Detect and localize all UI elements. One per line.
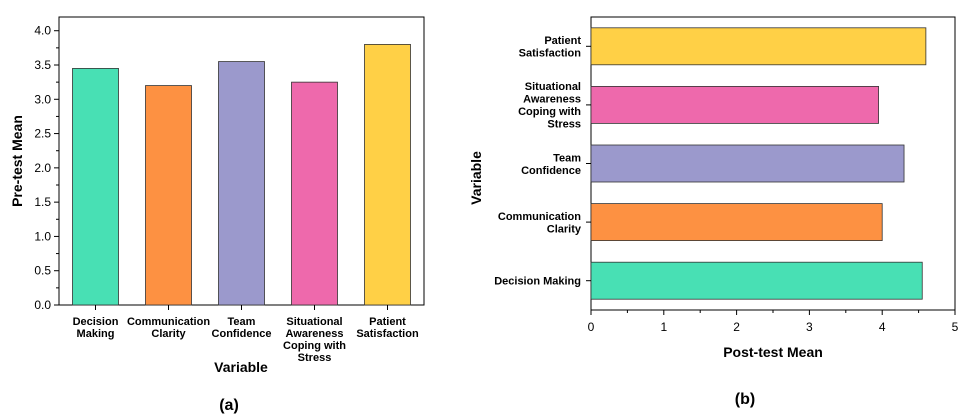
chart-b-bar: [590, 261, 923, 300]
chart-a-bar: [364, 44, 411, 306]
chart-a-y-tick-label: 4.0: [34, 24, 51, 38]
chart-a-y-axis-title: Pre-test Mean: [9, 115, 25, 207]
chart-b-y-tick-label: Clarity: [547, 223, 582, 235]
chart-a-x-tick-label: Satisfaction: [356, 328, 419, 340]
chart-b-y-axis: Decision MakingCommunicationClarityTeamC…: [494, 35, 591, 288]
chart-b-x-tick-label: 5: [952, 320, 959, 334]
chart-b-y-tick-label: Communication: [498, 211, 581, 223]
chart-b-y-tick-label: Decision Making: [494, 276, 581, 288]
chart-a-bar: [72, 68, 119, 306]
chart-a-y-tick-label: 2.5: [34, 127, 51, 141]
chart-b-bar: [590, 27, 927, 66]
chart-a-panel-label: (a): [219, 397, 239, 414]
chart-a-bar: [291, 81, 338, 306]
chart-b-x-tick-label: 1: [660, 320, 667, 334]
chart-b-y-tick-label: Situational: [525, 81, 581, 93]
chart-b-bars: [590, 27, 927, 300]
chart-a-y-tick-label: 2.0: [34, 161, 51, 175]
chart-b-y-tick-label: Satisfaction: [519, 48, 582, 60]
chart-a-y-tick-label: 1.5: [34, 195, 51, 209]
chart-a-x-tick-label: Decision: [73, 316, 119, 328]
chart-a-bar: [145, 85, 192, 306]
chart-b-bar: [590, 86, 879, 124]
chart-a-x-tick-label: Coping with: [283, 340, 346, 352]
chart-b-y-tick-label: Confidence: [521, 165, 581, 177]
chart-a-x-tick-label: Communication: [127, 316, 210, 328]
chart-b-x-tick-label: 3: [806, 320, 813, 334]
chart-a-x-tick-label: Making: [77, 328, 115, 340]
chart-b-x-axis-title: Post-test Mean: [723, 344, 823, 360]
chart-a-x-tick-label: Clarity: [151, 328, 186, 340]
chart-a-x-axis-title: Variable: [214, 359, 268, 375]
chart-a-y-tick-label: 3.5: [34, 58, 51, 72]
chart-a-bar: [218, 61, 265, 306]
chart-b-y-tick-label: Coping with: [518, 106, 581, 118]
chart-b: 0 1 2 3 4 5 Decision Making CommunicationClari…: [468, 16, 959, 408]
chart-b-y-tick-label: Stress: [547, 119, 581, 131]
chart-b-x-axis: 0 1 2 3 4 5: [588, 310, 959, 334]
chart-b-x-tick-label: 4: [879, 320, 886, 334]
chart-a-y-tick-label: 0.0: [34, 298, 51, 312]
chart-a-y-tick-label: 1.0: [34, 229, 51, 243]
chart-a-x-tick-label: Awareness: [286, 328, 344, 340]
chart-a: 0.0 0.5 1.0 1.5 2.0 2.5 3.0 3.5 4.0 DecisionMaki…: [9, 16, 425, 414]
chart-b-y-axis-title: Variable: [468, 151, 484, 205]
chart-a-y-tick-label: 3.0: [34, 92, 51, 106]
chart-b-bar: [590, 203, 883, 242]
chart-a-y-tick-label: 0.5: [34, 264, 51, 278]
chart-a-x-tick-label: Patient: [369, 316, 406, 328]
chart-a-x-tick-label: Confidence: [212, 328, 272, 340]
chart-a-bars: [72, 44, 411, 306]
chart-b-y-tick-label: Patient: [544, 35, 581, 47]
chart-b-x-tick-label: 2: [733, 320, 740, 334]
chart-a-x-tick-label: Situational: [286, 316, 342, 328]
chart-b-panel-label: (b): [735, 391, 755, 408]
chart-a-x-tick-label: Team: [228, 316, 256, 328]
chart-b-bar: [590, 144, 905, 183]
chart-b-y-tick-label: Team: [553, 152, 581, 164]
chart-b-x-tick-label: 0: [588, 320, 595, 334]
chart-a-y-axis: 0.0 0.5 1.0 1.5 2.0 2.5 3.0 3.5 4.0: [34, 24, 59, 312]
chart-b-y-tick-label: Awareness: [523, 94, 581, 106]
chart-a-x-axis: DecisionMakingCommunicationClarityTeamCo…: [73, 305, 419, 364]
chart-a-x-tick-label: Stress: [298, 352, 332, 364]
